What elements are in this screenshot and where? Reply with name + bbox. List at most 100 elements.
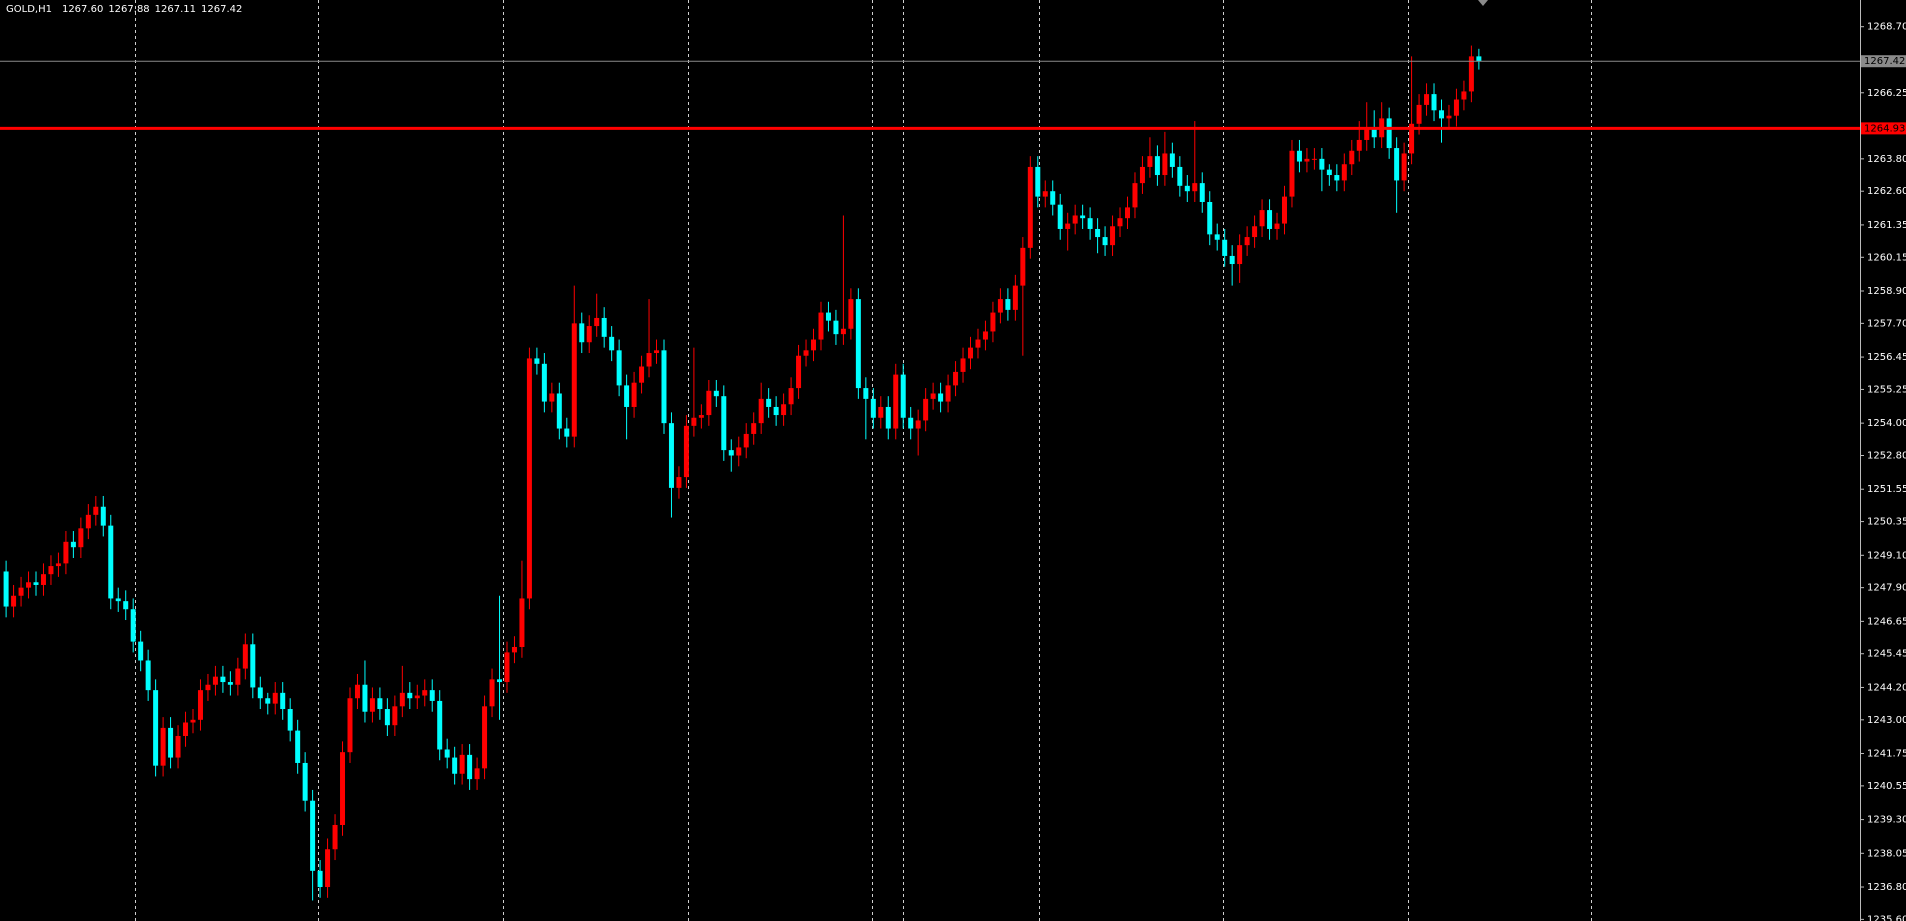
candle-body: [1139, 166, 1145, 184]
candle-body: [713, 390, 719, 397]
candle-body: [571, 323, 577, 437]
candle-body: [1394, 148, 1400, 181]
candle-body: [1147, 156, 1153, 167]
candle-body: [138, 641, 144, 661]
candle-body: [1207, 201, 1213, 235]
candle-body: [280, 692, 286, 710]
candle-body: [743, 433, 749, 448]
y-tick-label: 1256.45: [1867, 352, 1906, 363]
y-tick-label: 1266.25: [1867, 88, 1906, 99]
y-tick-label: 1238.05: [1867, 848, 1906, 859]
y-tick-label: 1241.75: [1867, 749, 1906, 760]
candle-body: [212, 676, 218, 685]
candle-body: [459, 754, 465, 774]
candle-body: [661, 350, 667, 424]
symbol: GOLD,H1: [6, 4, 52, 15]
candle-body: [384, 709, 390, 726]
candle-body: [257, 687, 263, 699]
header-value: 1267.88: [108, 4, 149, 15]
candle-body: [1072, 215, 1078, 224]
candle-body: [1110, 226, 1116, 246]
candle-body: [332, 824, 338, 850]
candle-body: [526, 358, 532, 599]
candle-body: [646, 353, 652, 367]
candle-body: [1296, 150, 1302, 162]
candle-body: [968, 347, 974, 359]
candle-body: [392, 706, 398, 726]
candle-body: [100, 506, 106, 526]
candle-body: [766, 398, 772, 407]
y-tick-label: 1235.60: [1867, 914, 1906, 921]
candle-body: [683, 425, 689, 478]
y-tick-label: 1260.15: [1867, 252, 1906, 263]
candle-body: [1424, 94, 1430, 105]
level-line-label: 1264.93: [1864, 123, 1905, 134]
y-tick-label: 1245.45: [1867, 649, 1906, 660]
candle-body: [48, 566, 54, 575]
y-tick-label: 1268.70: [1867, 22, 1906, 33]
header-value: 1267.42: [201, 4, 242, 15]
candle-body: [40, 574, 46, 585]
candle-body: [414, 695, 420, 699]
candle-body: [698, 415, 704, 418]
candle-body: [1117, 218, 1123, 227]
candle-body: [997, 299, 1003, 313]
candle-body: [26, 582, 32, 588]
candle-body: [190, 719, 196, 723]
candle-body: [1416, 104, 1422, 124]
candle-body: [915, 420, 921, 429]
candle-body: [975, 339, 981, 348]
header-value: 1267.11: [155, 4, 196, 15]
candle-body: [362, 684, 368, 712]
y-tick-label: 1240.55: [1867, 781, 1906, 792]
candle-body: [310, 800, 316, 871]
candle-body: [893, 374, 899, 429]
candle-body: [631, 382, 637, 407]
candle-body: [1311, 158, 1317, 160]
candle-body: [1237, 245, 1243, 265]
candle-body: [519, 598, 525, 647]
y-tick-label: 1247.90: [1867, 583, 1906, 594]
candle-body: [354, 684, 360, 699]
candle-body: [1169, 153, 1175, 167]
candle-body: [1102, 237, 1108, 246]
candle-body: [1057, 204, 1063, 229]
candle-body: [168, 727, 174, 758]
candle-body: [377, 698, 383, 710]
candle-body: [1334, 175, 1340, 181]
candle-body: [811, 339, 817, 351]
candle-body: [130, 609, 136, 642]
plot: [3, 45, 1482, 901]
candle-body: [123, 601, 129, 610]
candle-body: [242, 644, 248, 669]
candle-body: [422, 690, 428, 696]
candle-body: [1080, 215, 1086, 219]
candle-body: [1192, 183, 1198, 192]
candle-body: [549, 393, 555, 402]
candle-body: [115, 598, 121, 602]
candle-body: [1289, 150, 1295, 197]
candle-body: [848, 299, 854, 329]
candle-body: [1319, 158, 1325, 170]
candle-body: [1132, 183, 1138, 208]
candle-body: [452, 757, 458, 774]
candle-body: [1035, 166, 1041, 197]
candle-body: [1409, 123, 1415, 154]
candle-body: [429, 690, 435, 701]
candle-body: [788, 388, 794, 405]
candle-body: [938, 393, 944, 402]
candle-body: [369, 698, 375, 712]
candle-body: [751, 423, 757, 434]
candle-body: [437, 700, 443, 750]
candle-body: [265, 698, 271, 704]
candle-body: [728, 450, 734, 456]
candle-body: [1184, 185, 1190, 192]
candle-body: [758, 398, 764, 424]
candle-body: [639, 366, 645, 383]
candle-body: [1364, 129, 1370, 140]
candle-body: [900, 374, 906, 418]
candle-body: [444, 749, 450, 758]
candle-body: [1446, 115, 1452, 119]
candle-body: [1042, 191, 1048, 197]
